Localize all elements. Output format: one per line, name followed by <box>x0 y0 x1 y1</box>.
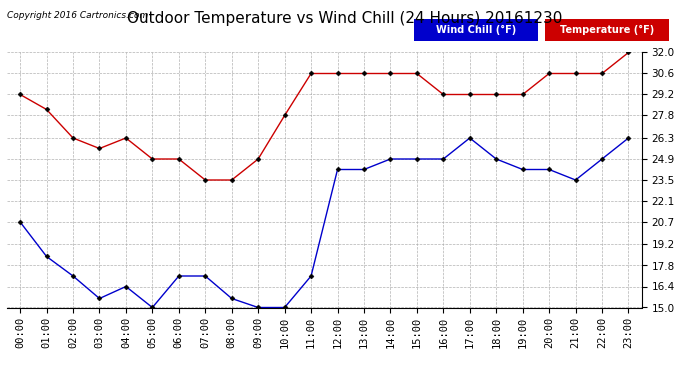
Text: Wind Chill (°F): Wind Chill (°F) <box>436 25 516 35</box>
Text: Temperature (°F): Temperature (°F) <box>560 25 654 35</box>
Text: Outdoor Temperature vs Wind Chill (24 Hours) 20161230: Outdoor Temperature vs Wind Chill (24 Ho… <box>128 11 562 26</box>
Text: Copyright 2016 Cartronics.com: Copyright 2016 Cartronics.com <box>7 11 148 20</box>
